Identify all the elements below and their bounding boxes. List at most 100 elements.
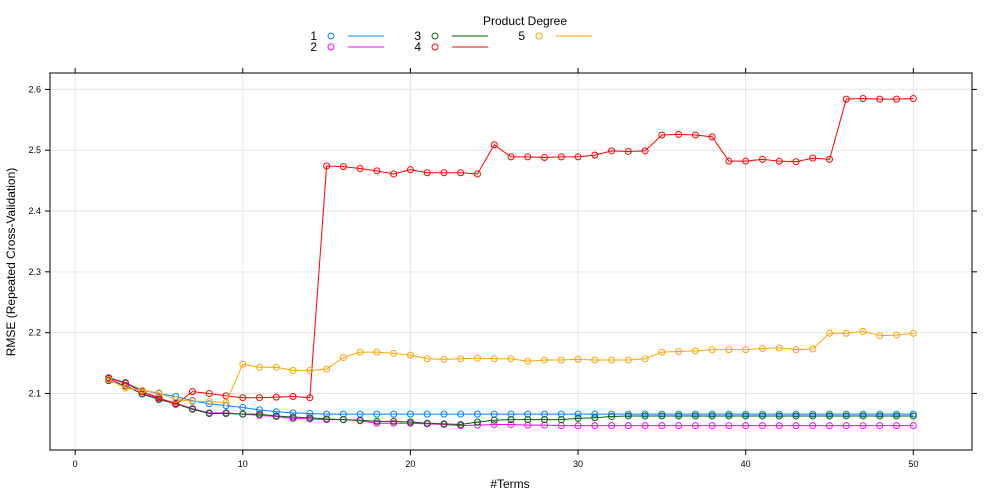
y-tick-label: 2.3 — [28, 267, 41, 277]
data-point — [826, 329, 834, 337]
data-point — [239, 410, 247, 418]
data-point — [876, 95, 884, 103]
data-point — [624, 412, 632, 420]
data-point — [524, 357, 532, 365]
x-tick-label: 50 — [908, 459, 918, 469]
data-point — [406, 418, 414, 426]
data-point — [289, 409, 297, 417]
data-point — [105, 375, 113, 383]
data-point — [909, 412, 917, 420]
data-point — [641, 410, 649, 418]
legend-point-symbol — [327, 32, 335, 40]
data-point — [574, 355, 582, 363]
data-point — [792, 412, 800, 420]
data-point — [205, 410, 213, 418]
data-point — [893, 331, 901, 339]
series-line — [108, 380, 914, 425]
data-point — [272, 408, 280, 416]
data-point — [557, 410, 565, 418]
data-point — [406, 166, 414, 174]
data-point — [859, 422, 867, 430]
data-point — [339, 354, 347, 362]
data-point — [256, 363, 264, 371]
data-point — [675, 130, 683, 138]
data-point — [138, 390, 146, 398]
legend-point-symbol — [431, 32, 439, 40]
data-point — [306, 394, 314, 402]
data-point — [541, 154, 549, 162]
legend-point-symbol — [431, 43, 439, 51]
data-point — [608, 410, 616, 418]
data-point — [842, 95, 850, 103]
data-point — [155, 394, 163, 402]
data-point — [172, 396, 180, 404]
data-point — [541, 416, 549, 424]
data-point — [138, 386, 146, 394]
data-point — [725, 346, 733, 354]
data-point — [524, 421, 532, 429]
data-point — [188, 397, 196, 405]
data-point — [239, 360, 247, 368]
data-point — [339, 163, 347, 171]
data-point — [893, 422, 901, 430]
data-point — [809, 412, 817, 420]
data-point — [842, 412, 850, 420]
data-point — [423, 169, 431, 177]
series-line — [108, 98, 914, 405]
data-point — [222, 410, 230, 418]
data-point — [373, 167, 381, 175]
x-tick-label: 40 — [741, 459, 751, 469]
series-4 — [105, 95, 917, 408]
data-point — [524, 416, 532, 424]
data-point — [323, 415, 331, 423]
data-point — [205, 397, 213, 405]
data-point — [742, 422, 750, 430]
data-point — [725, 412, 733, 420]
legend-point-symbol — [535, 32, 543, 40]
data-point — [624, 356, 632, 364]
data-point — [624, 410, 632, 418]
legend-item-2: 2 — [310, 40, 384, 54]
data-point — [507, 355, 515, 363]
data-point — [473, 418, 481, 426]
axis-ticks: 0 10 20 30 40 50 2.1 2.2 2.3 2.4 2.5 2.6 — [28, 68, 977, 469]
data-point — [373, 417, 381, 425]
data-point — [893, 95, 901, 103]
data-point — [323, 410, 331, 418]
data-point — [222, 399, 230, 407]
data-point — [289, 392, 297, 400]
data-point — [826, 422, 834, 430]
data-point — [406, 410, 414, 418]
data-point — [708, 422, 716, 430]
data-point — [390, 170, 398, 178]
data-point — [725, 422, 733, 430]
data-point — [758, 422, 766, 430]
data-point — [792, 410, 800, 418]
data-point — [893, 412, 901, 420]
data-point — [423, 419, 431, 427]
data-point — [423, 410, 431, 418]
data-point — [356, 164, 364, 172]
data-point — [809, 422, 817, 430]
data-point — [859, 410, 867, 418]
data-point — [172, 400, 180, 408]
legend-label: 1 — [310, 29, 317, 43]
data-point — [708, 346, 716, 354]
data-point — [758, 344, 766, 352]
series-line — [108, 330, 914, 404]
data-point — [256, 410, 264, 418]
data-point — [725, 410, 733, 418]
data-point — [272, 363, 280, 371]
data-point — [390, 410, 398, 418]
grid — [50, 73, 972, 450]
data-point — [826, 155, 834, 163]
data-point — [440, 420, 448, 428]
data-point — [658, 348, 666, 356]
data-point — [909, 422, 917, 430]
data-point — [826, 410, 834, 418]
data-point — [675, 410, 683, 418]
legend-label: 4 — [414, 40, 421, 54]
data-point — [775, 344, 783, 352]
data-point — [239, 394, 247, 402]
